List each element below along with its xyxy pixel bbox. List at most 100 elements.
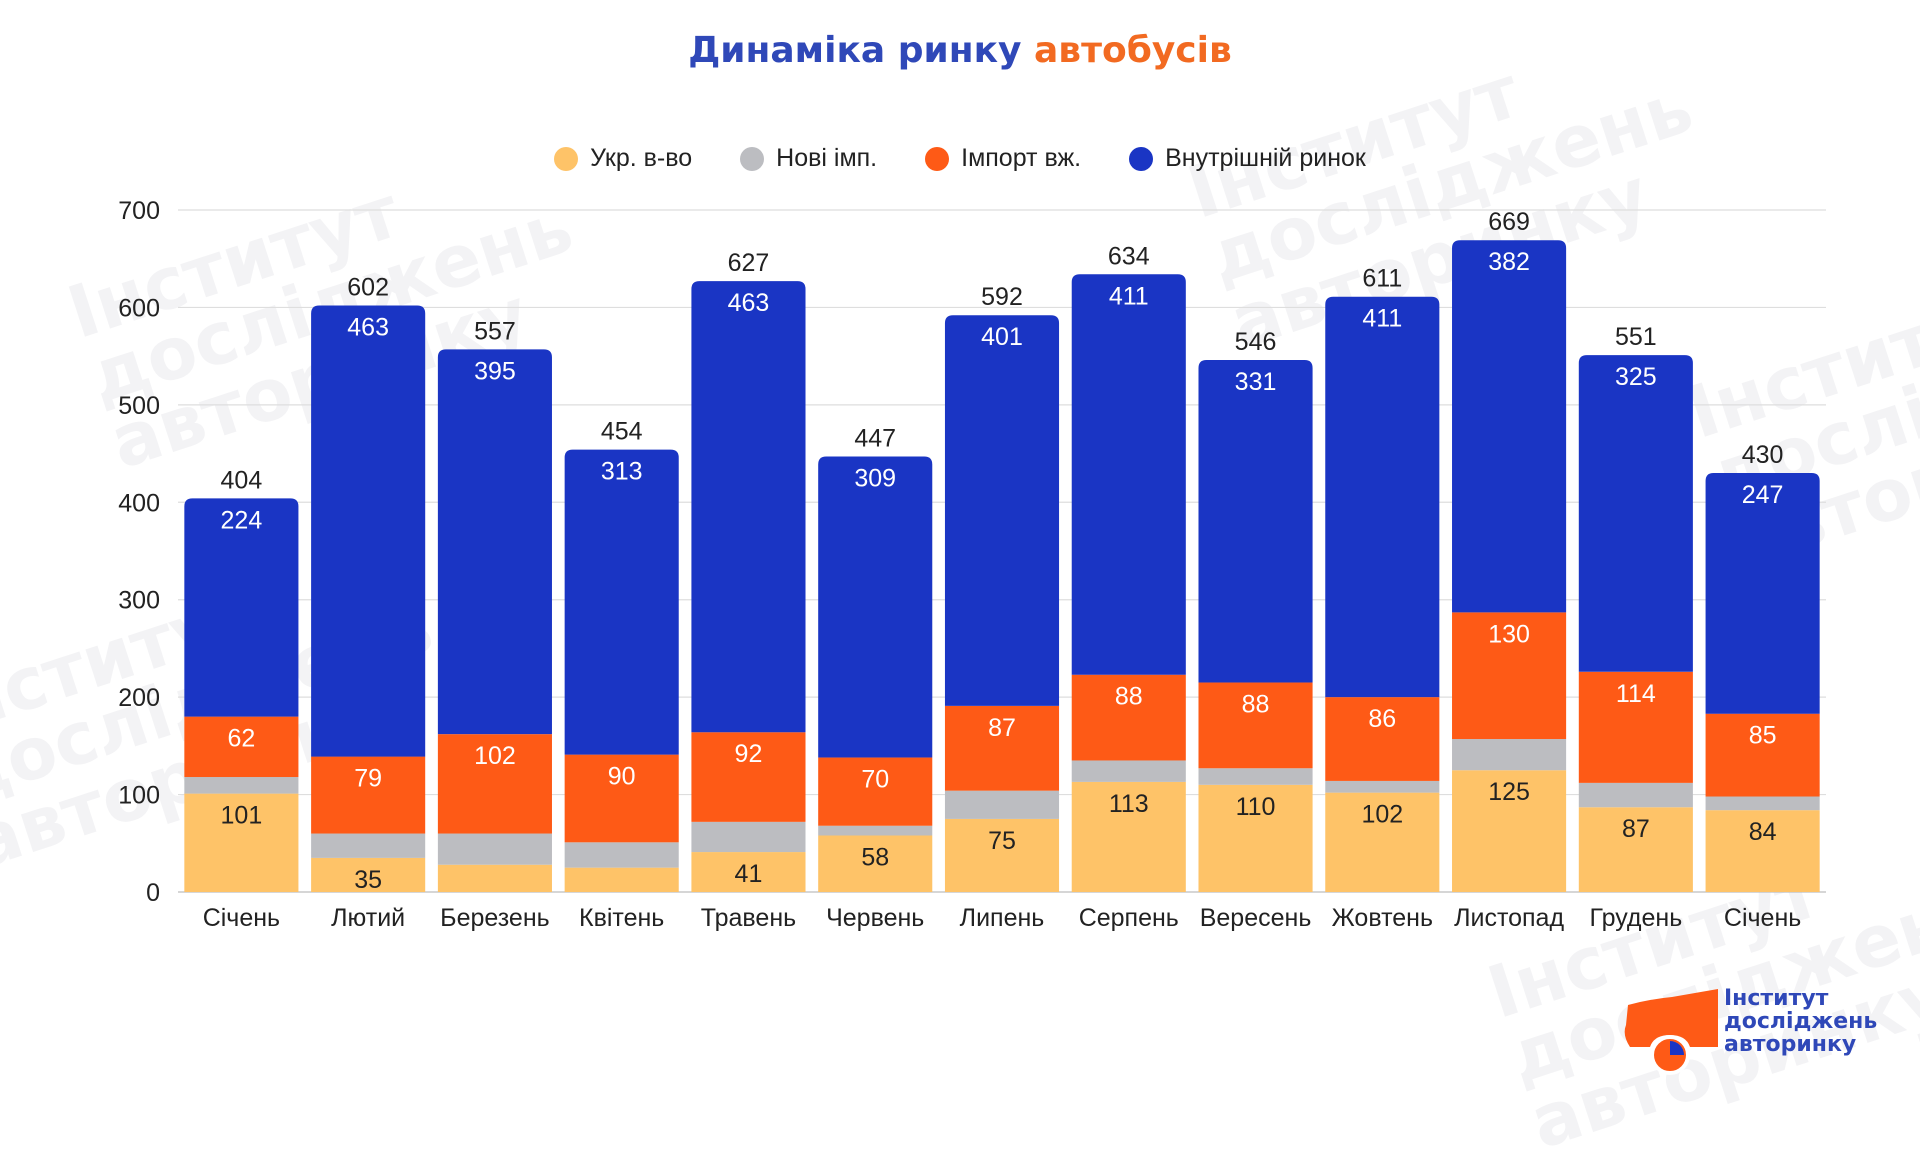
y-tick-label: 100 xyxy=(118,782,160,810)
data-label: 125 xyxy=(1488,778,1530,806)
bar-segment-ukr xyxy=(1452,770,1567,892)
data-label: 102 xyxy=(1361,801,1403,829)
logo-line: досліджень xyxy=(1724,1009,1878,1034)
data-label: 325 xyxy=(1615,363,1657,391)
data-label: 86 xyxy=(1368,705,1396,733)
bar-segment-ukr xyxy=(437,864,552,892)
bar-segment-domestic xyxy=(1578,355,1693,672)
bar-segment-domestic xyxy=(691,281,806,733)
data-label: 463 xyxy=(728,289,770,317)
total-label: 551 xyxy=(1615,323,1657,351)
bar-segment-domestic xyxy=(564,449,679,755)
data-label: 102 xyxy=(474,742,516,770)
x-tick-label: Липень xyxy=(960,904,1045,932)
legend-item-ukr: Укр. в-во xyxy=(554,144,692,173)
legend-label: Укр. в-во xyxy=(590,144,693,172)
bar-segment-used-import xyxy=(944,705,1060,791)
bar-segment-used-import xyxy=(1705,713,1820,797)
legend-label: Нові імп. xyxy=(776,144,878,172)
bar-segment-domestic xyxy=(184,498,299,717)
y-tick-label: 500 xyxy=(118,392,160,420)
stacked-bar-chart: 0 100 200 300 400 500 600 700 101 62 224 404 Січень 3… xyxy=(118,197,1826,932)
bar-segment-used-import xyxy=(1452,612,1567,740)
total-label: 447 xyxy=(854,424,896,452)
bar-segment-domestic xyxy=(1071,274,1186,675)
bar-segment-new-import xyxy=(691,821,806,853)
x-tick-label: Січень xyxy=(1724,904,1801,932)
bar-segment-domestic xyxy=(437,349,552,735)
chart-title-main: Динаміка ринку xyxy=(688,30,1022,71)
logo-line: авторинку xyxy=(1724,1032,1857,1057)
data-label: 85 xyxy=(1749,722,1777,750)
chart-legend: Укр. в-во Нові імп. Імпорт вж. Внутрішні… xyxy=(0,144,1920,173)
chart-title: Динаміка ринку автобусів xyxy=(0,30,1920,71)
x-tick-label: Березень xyxy=(440,904,550,932)
x-tick-label: Вересень xyxy=(1200,904,1312,932)
data-label: 90 xyxy=(608,763,636,791)
bar-segment-ukr xyxy=(944,818,1060,892)
x-tick-label: Квітень xyxy=(579,904,664,932)
x-tick-label: Серпень xyxy=(1079,904,1179,932)
total-label: 546 xyxy=(1235,328,1277,356)
data-label: 463 xyxy=(347,313,389,341)
total-label: 404 xyxy=(221,466,263,494)
bar-segment-domestic xyxy=(311,305,426,757)
data-label: 58 xyxy=(861,843,889,871)
bar-segment-ukr xyxy=(818,835,933,892)
bar-segment-used-import xyxy=(311,756,426,834)
bar-segment-ukr xyxy=(564,867,679,892)
bar-segment-used-import xyxy=(1325,697,1440,781)
data-label: 87 xyxy=(1622,815,1650,843)
y-tick-label: 400 xyxy=(118,489,160,517)
legend-item-used-import: Імпорт вж. xyxy=(925,144,1081,173)
bar-segment-domestic xyxy=(1705,473,1820,714)
data-label: 35 xyxy=(354,866,382,894)
bar-segment-domestic xyxy=(1325,296,1440,698)
legend-item-domestic: Внутрішній ринок xyxy=(1129,144,1366,173)
data-label: 88 xyxy=(1115,683,1143,711)
bar-segment-new-import xyxy=(818,825,933,836)
data-label: 84 xyxy=(1749,818,1777,846)
bar-segment-ukr xyxy=(184,793,299,892)
bar-segment-used-import xyxy=(1578,671,1693,783)
data-label: 411 xyxy=(1362,305,1402,333)
total-label: 557 xyxy=(474,317,516,345)
bar-segment-new-import xyxy=(1198,768,1313,785)
legend-dot-icon xyxy=(740,146,765,171)
total-label: 430 xyxy=(1742,441,1784,469)
bar-segment-new-import xyxy=(1705,796,1820,811)
x-tick-label: Лютий xyxy=(331,904,405,932)
legend-dot-icon xyxy=(925,146,950,171)
y-tick-label: 600 xyxy=(118,294,160,322)
bar-segment-new-import xyxy=(944,790,1060,819)
y-tick-label: 300 xyxy=(118,587,160,615)
bar-segment-ukr xyxy=(1071,781,1186,892)
chart-title-accent: автобусів xyxy=(1034,30,1232,71)
legend-dot-icon xyxy=(554,146,579,171)
x-tick-label: Червень xyxy=(826,904,924,932)
bar-segment-used-import xyxy=(184,716,299,778)
total-label: 602 xyxy=(347,273,389,301)
total-label: 669 xyxy=(1488,208,1530,236)
data-label: 401 xyxy=(981,323,1023,351)
data-label: 110 xyxy=(1236,793,1276,821)
bar-segment-new-import xyxy=(1578,782,1693,808)
data-label: 331 xyxy=(1235,368,1277,396)
total-label: 611 xyxy=(1362,265,1402,293)
data-label: 41 xyxy=(735,860,763,888)
x-tick-label: Листопад xyxy=(1454,904,1564,932)
data-label: 130 xyxy=(1488,620,1530,648)
bar-segment-used-import xyxy=(1198,682,1313,769)
bar-segment-used-import xyxy=(691,732,806,822)
x-tick-label: Січень xyxy=(203,904,280,932)
bar-segment-used-import xyxy=(564,754,679,843)
bar-segment-ukr xyxy=(1325,792,1440,892)
y-tick-label: 0 xyxy=(146,879,160,907)
data-label: 92 xyxy=(735,740,763,768)
bar-segment-ukr xyxy=(1198,784,1313,892)
bar-segment-ukr xyxy=(311,857,426,892)
logo-line: Інститут xyxy=(1724,986,1829,1011)
bar-segment-ukr xyxy=(1705,810,1820,892)
bar-segment-ukr xyxy=(1578,807,1693,892)
bar-segment-domestic xyxy=(818,456,933,758)
